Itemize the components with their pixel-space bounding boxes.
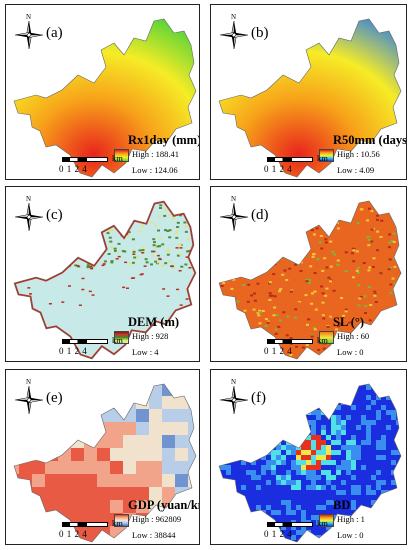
scale-unit: km: [317, 518, 328, 528]
legend-color-ramp: [319, 514, 334, 527]
legend-high: High : 60: [337, 331, 370, 341]
legend-title: GDP (yuan/km²): [128, 498, 199, 512]
legend-low: Low : 124.06: [132, 165, 178, 175]
scale-bar-graphic: [267, 522, 313, 527]
panel-b: N (b) R50mm (days) High : 10.56 Low : 4.09 km…: [210, 4, 407, 180]
panel-label: (b): [251, 25, 269, 41]
legend-title: R50mm (days): [333, 133, 407, 147]
map-f: [218, 383, 402, 543]
compass-icon: N: [12, 11, 46, 60]
scale-bar-graphic: [267, 339, 313, 344]
scale-unit: km: [112, 335, 123, 345]
panel-label: (e): [46, 390, 63, 406]
legend-color-ramp: [319, 331, 334, 344]
legend-title: BD: [333, 498, 351, 512]
map-d: [218, 200, 402, 360]
scale-ticks: 0 1 2 4: [264, 346, 293, 356]
compass-north-label: N: [231, 195, 236, 203]
panel-label: (f): [251, 390, 266, 406]
legend-high: High : 1: [337, 514, 365, 524]
map-e: [13, 383, 197, 543]
legend-color-ramp: [114, 514, 129, 527]
map-a: [13, 18, 197, 178]
scale-bar-graphic: [267, 157, 313, 162]
compass-icon: N: [217, 11, 251, 60]
panel-label: (a): [46, 25, 63, 41]
legend-title: SL (°): [333, 315, 365, 329]
compass-icon: N: [12, 193, 46, 242]
scale-bar-graphic: [62, 157, 108, 162]
legend-low: Low : 4.09: [337, 165, 375, 175]
scale-ticks: 0 1 2 4: [59, 529, 88, 539]
panel-a: N (a) Rx1day (mm) High : 188.41 Low : 124.06…: [5, 4, 200, 180]
legend-high: High : 188.41: [132, 149, 179, 159]
scale-ticks: 0 1 2 4: [264, 164, 293, 174]
scale-ticks: 0 1 2 4: [264, 529, 293, 539]
map-c: [13, 200, 197, 360]
legend-color-ramp: [114, 331, 129, 344]
legend-high: High : 928: [132, 331, 169, 341]
scale-unit: km: [112, 518, 123, 528]
compass-icon: N: [12, 376, 46, 425]
compass-north-label: N: [231, 13, 236, 21]
map-b: [218, 18, 402, 178]
compass-north-label: N: [26, 195, 31, 203]
legend-low: Low : 0: [337, 347, 364, 357]
compass-north-label: N: [231, 378, 236, 386]
panel-d: N (d) SL (°) High : 60 Low : 0 km 0 1 2 4: [210, 186, 407, 362]
compass-north-label: N: [26, 13, 31, 21]
legend-color-ramp: [114, 149, 129, 162]
compass-icon: N: [217, 193, 251, 242]
scale-unit: km: [317, 335, 328, 345]
legend-color-ramp: [319, 149, 334, 162]
panel-label: (c): [46, 207, 63, 223]
scale-ticks: 0 1 2 4: [59, 346, 88, 356]
scale-bar-graphic: [62, 339, 108, 344]
panel-e: N (e) GDP (yuan/km²) High : 962809 Low : 388…: [5, 369, 200, 545]
legend-low: Low : 0: [337, 530, 364, 540]
panel-label: (d): [251, 207, 269, 223]
compass-north-label: N: [26, 378, 31, 386]
scale-unit: km: [317, 153, 328, 163]
legend-high: High : 10.56: [337, 149, 380, 159]
scale-ticks: 0 1 2 4: [59, 164, 88, 174]
panel-f: N (f) BD High : 1 Low : 0 km 0 1 2 4: [210, 369, 407, 545]
legend-low: Low : 38844: [132, 530, 176, 540]
compass-icon: N: [217, 376, 251, 425]
panel-c: N (c) DEM (m) High : 928 Low : 4 km 0 1 2 4: [5, 186, 200, 362]
legend-title: DEM (m): [128, 315, 180, 329]
legend-title: Rx1day (mm): [128, 133, 200, 147]
legend-high: High : 962809: [132, 514, 182, 524]
scale-unit: km: [112, 153, 123, 163]
legend-low: Low : 4: [132, 347, 159, 357]
scale-bar-graphic: [62, 522, 108, 527]
